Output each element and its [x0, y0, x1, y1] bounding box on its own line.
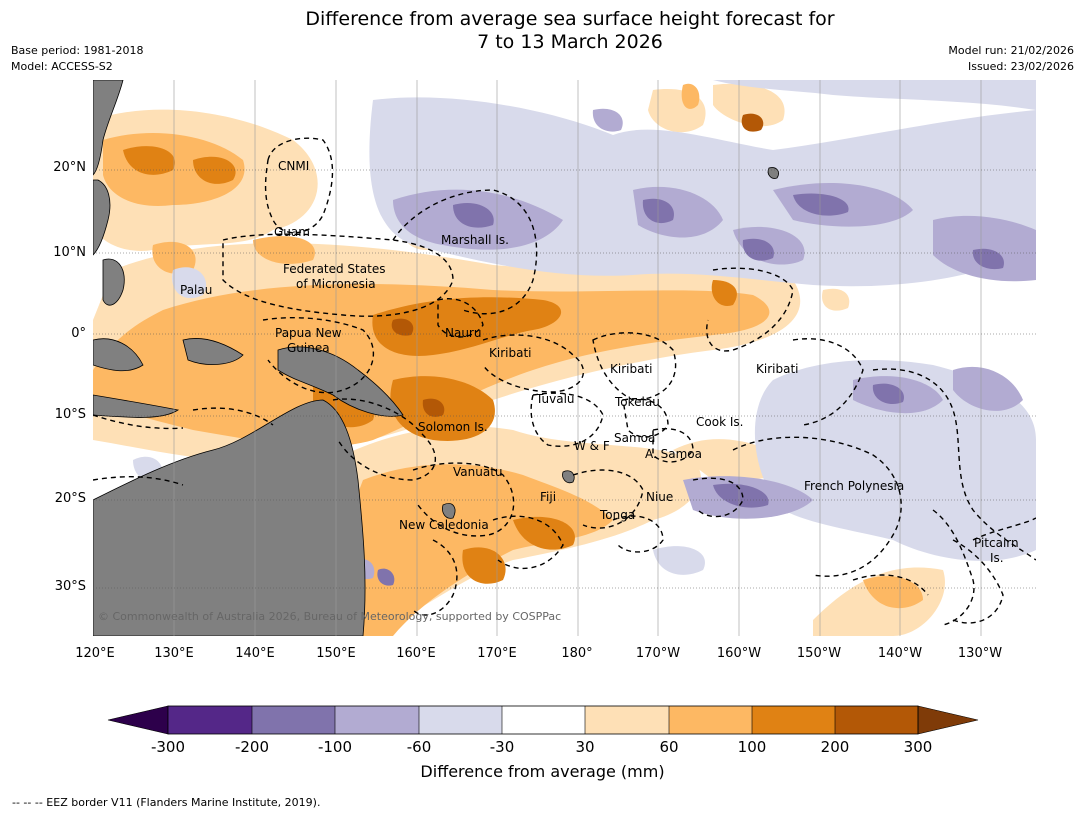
colorbar-seg-6: [585, 706, 669, 734]
region-tuvalu: Tuvalu: [536, 392, 575, 406]
model-name: Model: ACCESS-S2: [11, 60, 113, 73]
colorbar-label-3: -100: [317, 738, 353, 756]
model-run: Model run: 21/02/2026: [948, 44, 1074, 57]
region-wallis-futuna: W & F: [574, 439, 610, 453]
y-tick-20s: 20°S: [54, 491, 86, 506]
region-solomon-islands: Solomon Is.: [418, 420, 488, 434]
fiji-island: [562, 470, 575, 484]
borneo-sulawesi: [92, 338, 144, 372]
map-panel: CNMI Guam Marshall Is. Federated States …: [92, 79, 1037, 637]
colorbar: [107, 705, 979, 735]
region-kiribati-east: Kiribati: [756, 362, 799, 376]
new-guinea-west: [182, 337, 244, 365]
colorbar-seg-3: [335, 706, 419, 734]
region-new-caledonia: New Caledonia: [399, 518, 489, 532]
colorbar-label-7: 60: [659, 738, 679, 756]
region-cook-islands: Cook Is.: [696, 415, 744, 429]
x-tick-120e: 120°E: [75, 646, 115, 661]
colorbar-seg-4: [419, 706, 502, 734]
region-french-polynesia: French Polynesia: [804, 479, 905, 493]
x-tick-130w: 130°W: [957, 646, 1003, 661]
base-period: Base period: 1981-2018: [11, 44, 144, 57]
colorbar-label-6: 30: [575, 738, 595, 756]
x-tick-150e: 150°E: [316, 646, 356, 661]
y-tick-30s: 30°S: [54, 579, 86, 594]
anomaly-200-300: [391, 113, 764, 417]
colorbar-label-2: -200: [234, 738, 270, 756]
colorbar-extend-high: [917, 705, 979, 735]
colorbar-seg-1: [168, 706, 252, 734]
landmass: [92, 79, 779, 637]
colorbar-seg-7: [669, 706, 752, 734]
colorbar-seg-9: [835, 706, 918, 734]
region-guam: Guam: [274, 225, 310, 239]
region-png-line1: Papua New: [275, 326, 342, 340]
eez-footnote: -- -- -- EEZ border V11 (Flanders Marine…: [12, 796, 321, 809]
new-caledonia-island: [442, 503, 456, 519]
title-line-1: Difference from average sea surface heig…: [305, 8, 835, 30]
colorbar-label-5: -30: [489, 738, 515, 756]
region-kiribati-central: Kiribati: [610, 362, 653, 376]
lesser-sunda: [92, 394, 180, 418]
y-tick-10s: 10°S: [54, 407, 86, 422]
x-tick-160e: 160°E: [396, 646, 436, 661]
asia-coast: [92, 79, 124, 176]
hawaii-island: [767, 167, 779, 179]
region-vanuatu: Vanuatu: [453, 465, 503, 479]
region-palau: Palau: [180, 283, 213, 297]
colorbar-seg-2: [252, 706, 335, 734]
x-tick-160w: 160°W: [716, 646, 762, 661]
copyright-notice: © Commonwealth of Australia 2026, Bureau…: [98, 610, 562, 623]
taiwan-region: [92, 179, 111, 256]
region-pitcairn-line2: Is.: [990, 551, 1004, 565]
x-tick-150w: 150°W: [796, 646, 842, 661]
region-samoa: Samoa: [614, 431, 656, 445]
region-nauru: Nauru: [445, 326, 482, 340]
region-tonga: Tonga: [600, 508, 636, 522]
region-kiribati-west: Kiribati: [489, 346, 532, 360]
colorbar-extend-low: [107, 705, 169, 735]
x-tick-170e: 170°E: [477, 646, 517, 661]
philippines: [102, 258, 125, 306]
region-fsm-line1: Federated States: [283, 262, 386, 276]
colorbar-label-4: -60: [406, 738, 432, 756]
region-fsm-line2: of Micronesia: [296, 277, 376, 291]
colorbar-seg-5: [502, 706, 585, 734]
region-pitcairn-line1: Pitcairn: [974, 536, 1019, 550]
x-tick-140e: 140°E: [235, 646, 275, 661]
x-tick-130e: 130°E: [154, 646, 194, 661]
title-line-2: 7 to 13 March 2026: [477, 31, 663, 53]
papua-new-guinea: [277, 346, 404, 417]
y-tick-0: 0°: [71, 326, 86, 341]
colorbar-label-1: -300: [150, 738, 186, 756]
x-tick-170w: 170°W: [635, 646, 681, 661]
region-tokelau: Tokelau: [615, 395, 660, 409]
issued-date: Issued: 23/02/2026: [967, 60, 1074, 73]
sea-height-map: [92, 79, 1037, 637]
colorbar-label-8: 100: [737, 738, 767, 756]
region-niue: Niue: [646, 490, 674, 504]
colorbar-title: Difference from average (mm): [420, 762, 665, 781]
region-american-samoa: A. Samoa: [645, 447, 702, 461]
region-cnmi: CNMI: [278, 159, 310, 173]
colorbar-label-10: 300: [903, 738, 933, 756]
colorbar-seg-8: [752, 706, 835, 734]
region-fiji: Fiji: [540, 490, 557, 504]
y-tick-10n: 10°N: [53, 245, 86, 260]
colorbar-label-9: 200: [820, 738, 850, 756]
eez-borders: [92, 137, 1037, 626]
y-tick-20n: 20°N: [53, 160, 86, 175]
grid-vertical: [173, 80, 982, 636]
x-tick-140w: 140°W: [877, 646, 923, 661]
australia: [92, 399, 366, 637]
region-png-line2: Guinea: [287, 341, 330, 355]
anomaly-neg100-200: [377, 193, 1004, 586]
grid-horizontal: [93, 169, 1036, 589]
x-tick-180: 180°: [561, 646, 593, 661]
region-marshall-islands: Marshall Is.: [441, 233, 509, 247]
